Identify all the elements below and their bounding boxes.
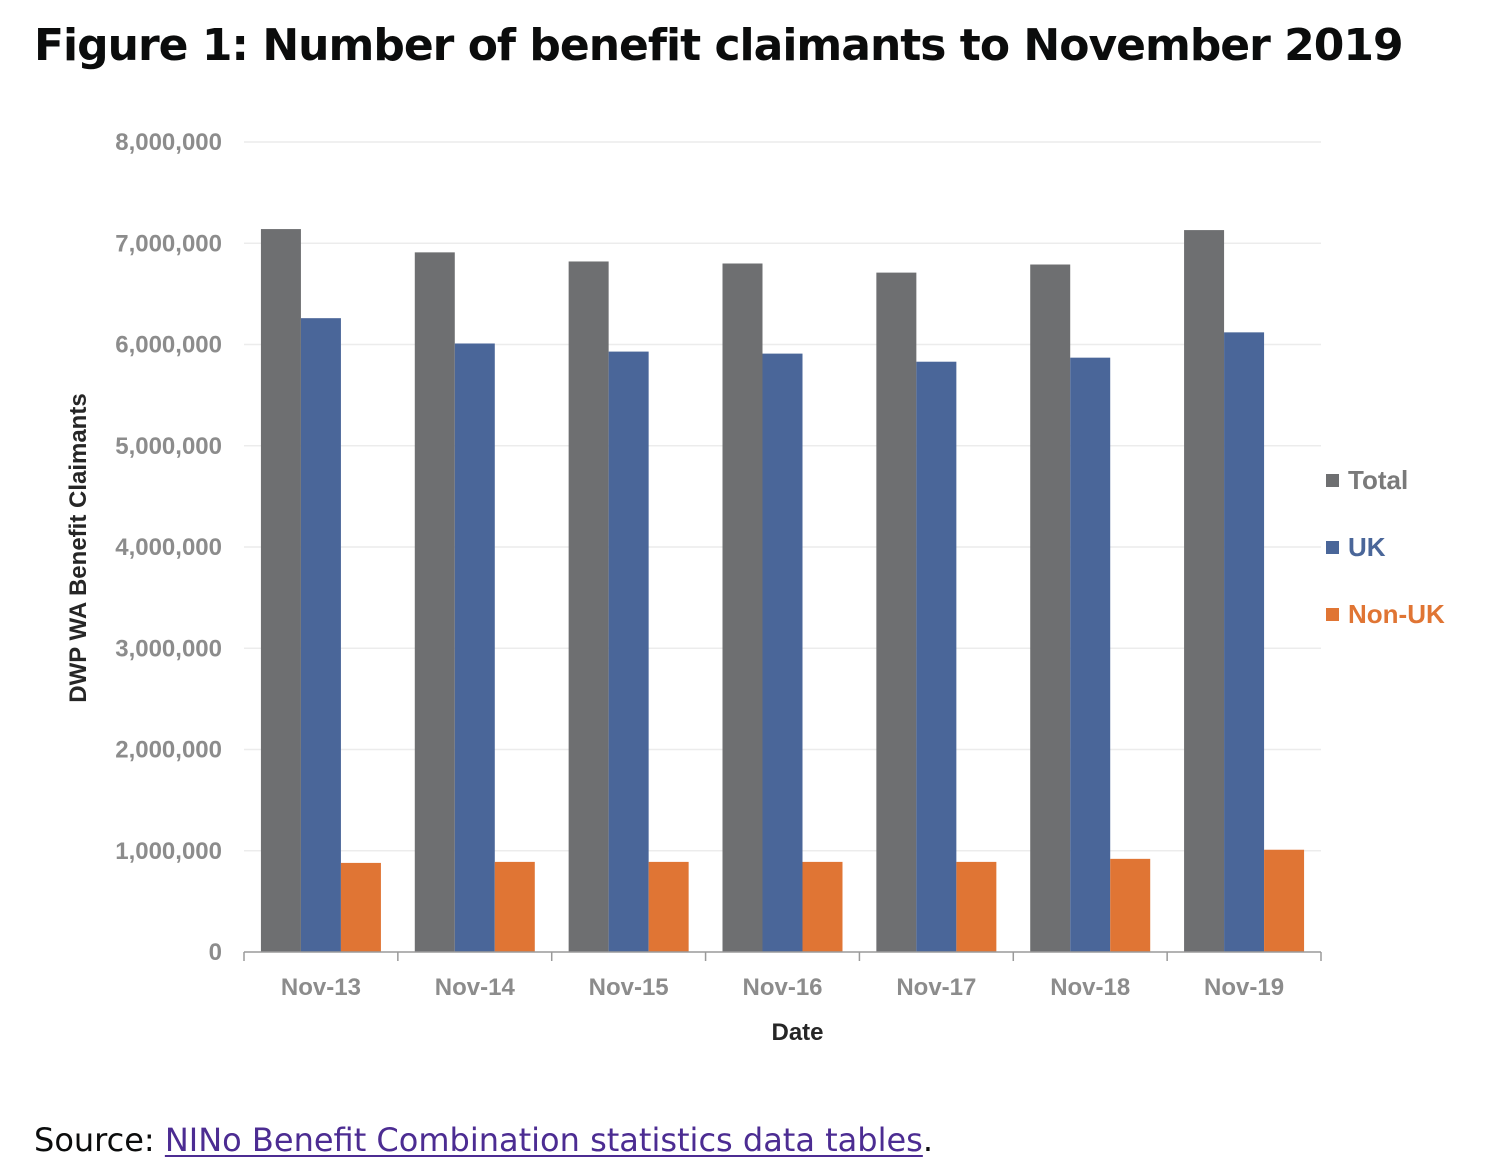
y-tick-label: 2,000,000 bbox=[115, 737, 222, 764]
y-axis-title: DWP WA Benefit Claimants bbox=[65, 393, 92, 702]
bar-uk-nov-16 bbox=[762, 353, 803, 952]
bar-total-nov-15 bbox=[568, 261, 609, 953]
y-tick-label: 5,000,000 bbox=[115, 433, 222, 460]
bar-uk-nov-15 bbox=[608, 351, 649, 952]
x-axis-title: Date bbox=[771, 1019, 823, 1046]
bar-non-uk-nov-19 bbox=[1264, 849, 1305, 952]
bars bbox=[260, 229, 1305, 953]
bar-total-nov-19 bbox=[1184, 230, 1225, 952]
y-tick-label: 8,000,000 bbox=[115, 129, 222, 156]
bar-uk-nov-18 bbox=[1070, 357, 1111, 953]
bar-uk-nov-17 bbox=[916, 361, 957, 952]
legend-label: Non-UK bbox=[1348, 599, 1445, 629]
bar-uk-nov-14 bbox=[454, 343, 495, 952]
legend: Total UK Non-UK bbox=[1326, 465, 1445, 629]
bar-non-uk-nov-13 bbox=[340, 862, 381, 952]
bar-total-nov-16 bbox=[722, 263, 763, 952]
y-tick-label: 7,000,000 bbox=[115, 230, 222, 257]
x-tick-label: Nov-14 bbox=[435, 974, 516, 1001]
source-link[interactable]: NINo Benefit Combination statistics data… bbox=[164, 1121, 923, 1159]
x-tick-label: Nov-17 bbox=[896, 974, 976, 1001]
bar-uk-nov-19 bbox=[1224, 332, 1265, 953]
bar-non-uk-nov-16 bbox=[802, 861, 843, 952]
axes: 0 1,000,000 2,000,000 3,000,000 4,000,000 5,0… bbox=[65, 129, 1322, 1046]
legend-swatch bbox=[1326, 541, 1339, 554]
y-tick-label: 1,000,000 bbox=[115, 838, 222, 865]
bar-total-nov-18 bbox=[1030, 264, 1071, 952]
x-tick-label: Nov-13 bbox=[281, 974, 361, 1001]
y-tick-label: 0 bbox=[209, 939, 222, 966]
source-suffix: . bbox=[922, 1121, 934, 1159]
bar-total-nov-14 bbox=[414, 252, 455, 953]
bar-non-uk-nov-15 bbox=[648, 861, 689, 952]
bar-non-uk-nov-18 bbox=[1110, 858, 1151, 952]
legend-label: UK bbox=[1348, 532, 1386, 562]
x-tick-label: Nov-18 bbox=[1050, 974, 1130, 1001]
x-tick-label: Nov-15 bbox=[589, 974, 669, 1001]
x-tick-label: Nov-19 bbox=[1204, 974, 1284, 1001]
bar-total-nov-17 bbox=[876, 272, 917, 952]
y-tick-label: 3,000,000 bbox=[115, 635, 222, 662]
y-tick-label: 6,000,000 bbox=[115, 332, 222, 359]
bar-total-nov-13 bbox=[260, 229, 301, 952]
legend-swatch bbox=[1326, 474, 1339, 487]
bar-non-uk-nov-14 bbox=[494, 861, 535, 952]
bar-chart: 0 1,000,000 2,000,000 3,000,000 4,000,000 5,0… bbox=[65, 129, 1445, 1046]
y-tick-label: 4,000,000 bbox=[115, 534, 222, 561]
source-line: Source: NINo Benefit Combination statist… bbox=[34, 1118, 933, 1162]
x-tick-label: Nov-16 bbox=[742, 974, 822, 1001]
bar-non-uk-nov-17 bbox=[956, 861, 997, 952]
source-prefix: Source: bbox=[34, 1121, 165, 1159]
legend-label: Total bbox=[1348, 465, 1408, 495]
bar-uk-nov-13 bbox=[300, 318, 341, 952]
legend-swatch bbox=[1326, 608, 1339, 621]
figure-title: Figure 1: Number of benefit claimants to… bbox=[34, 20, 1404, 71]
